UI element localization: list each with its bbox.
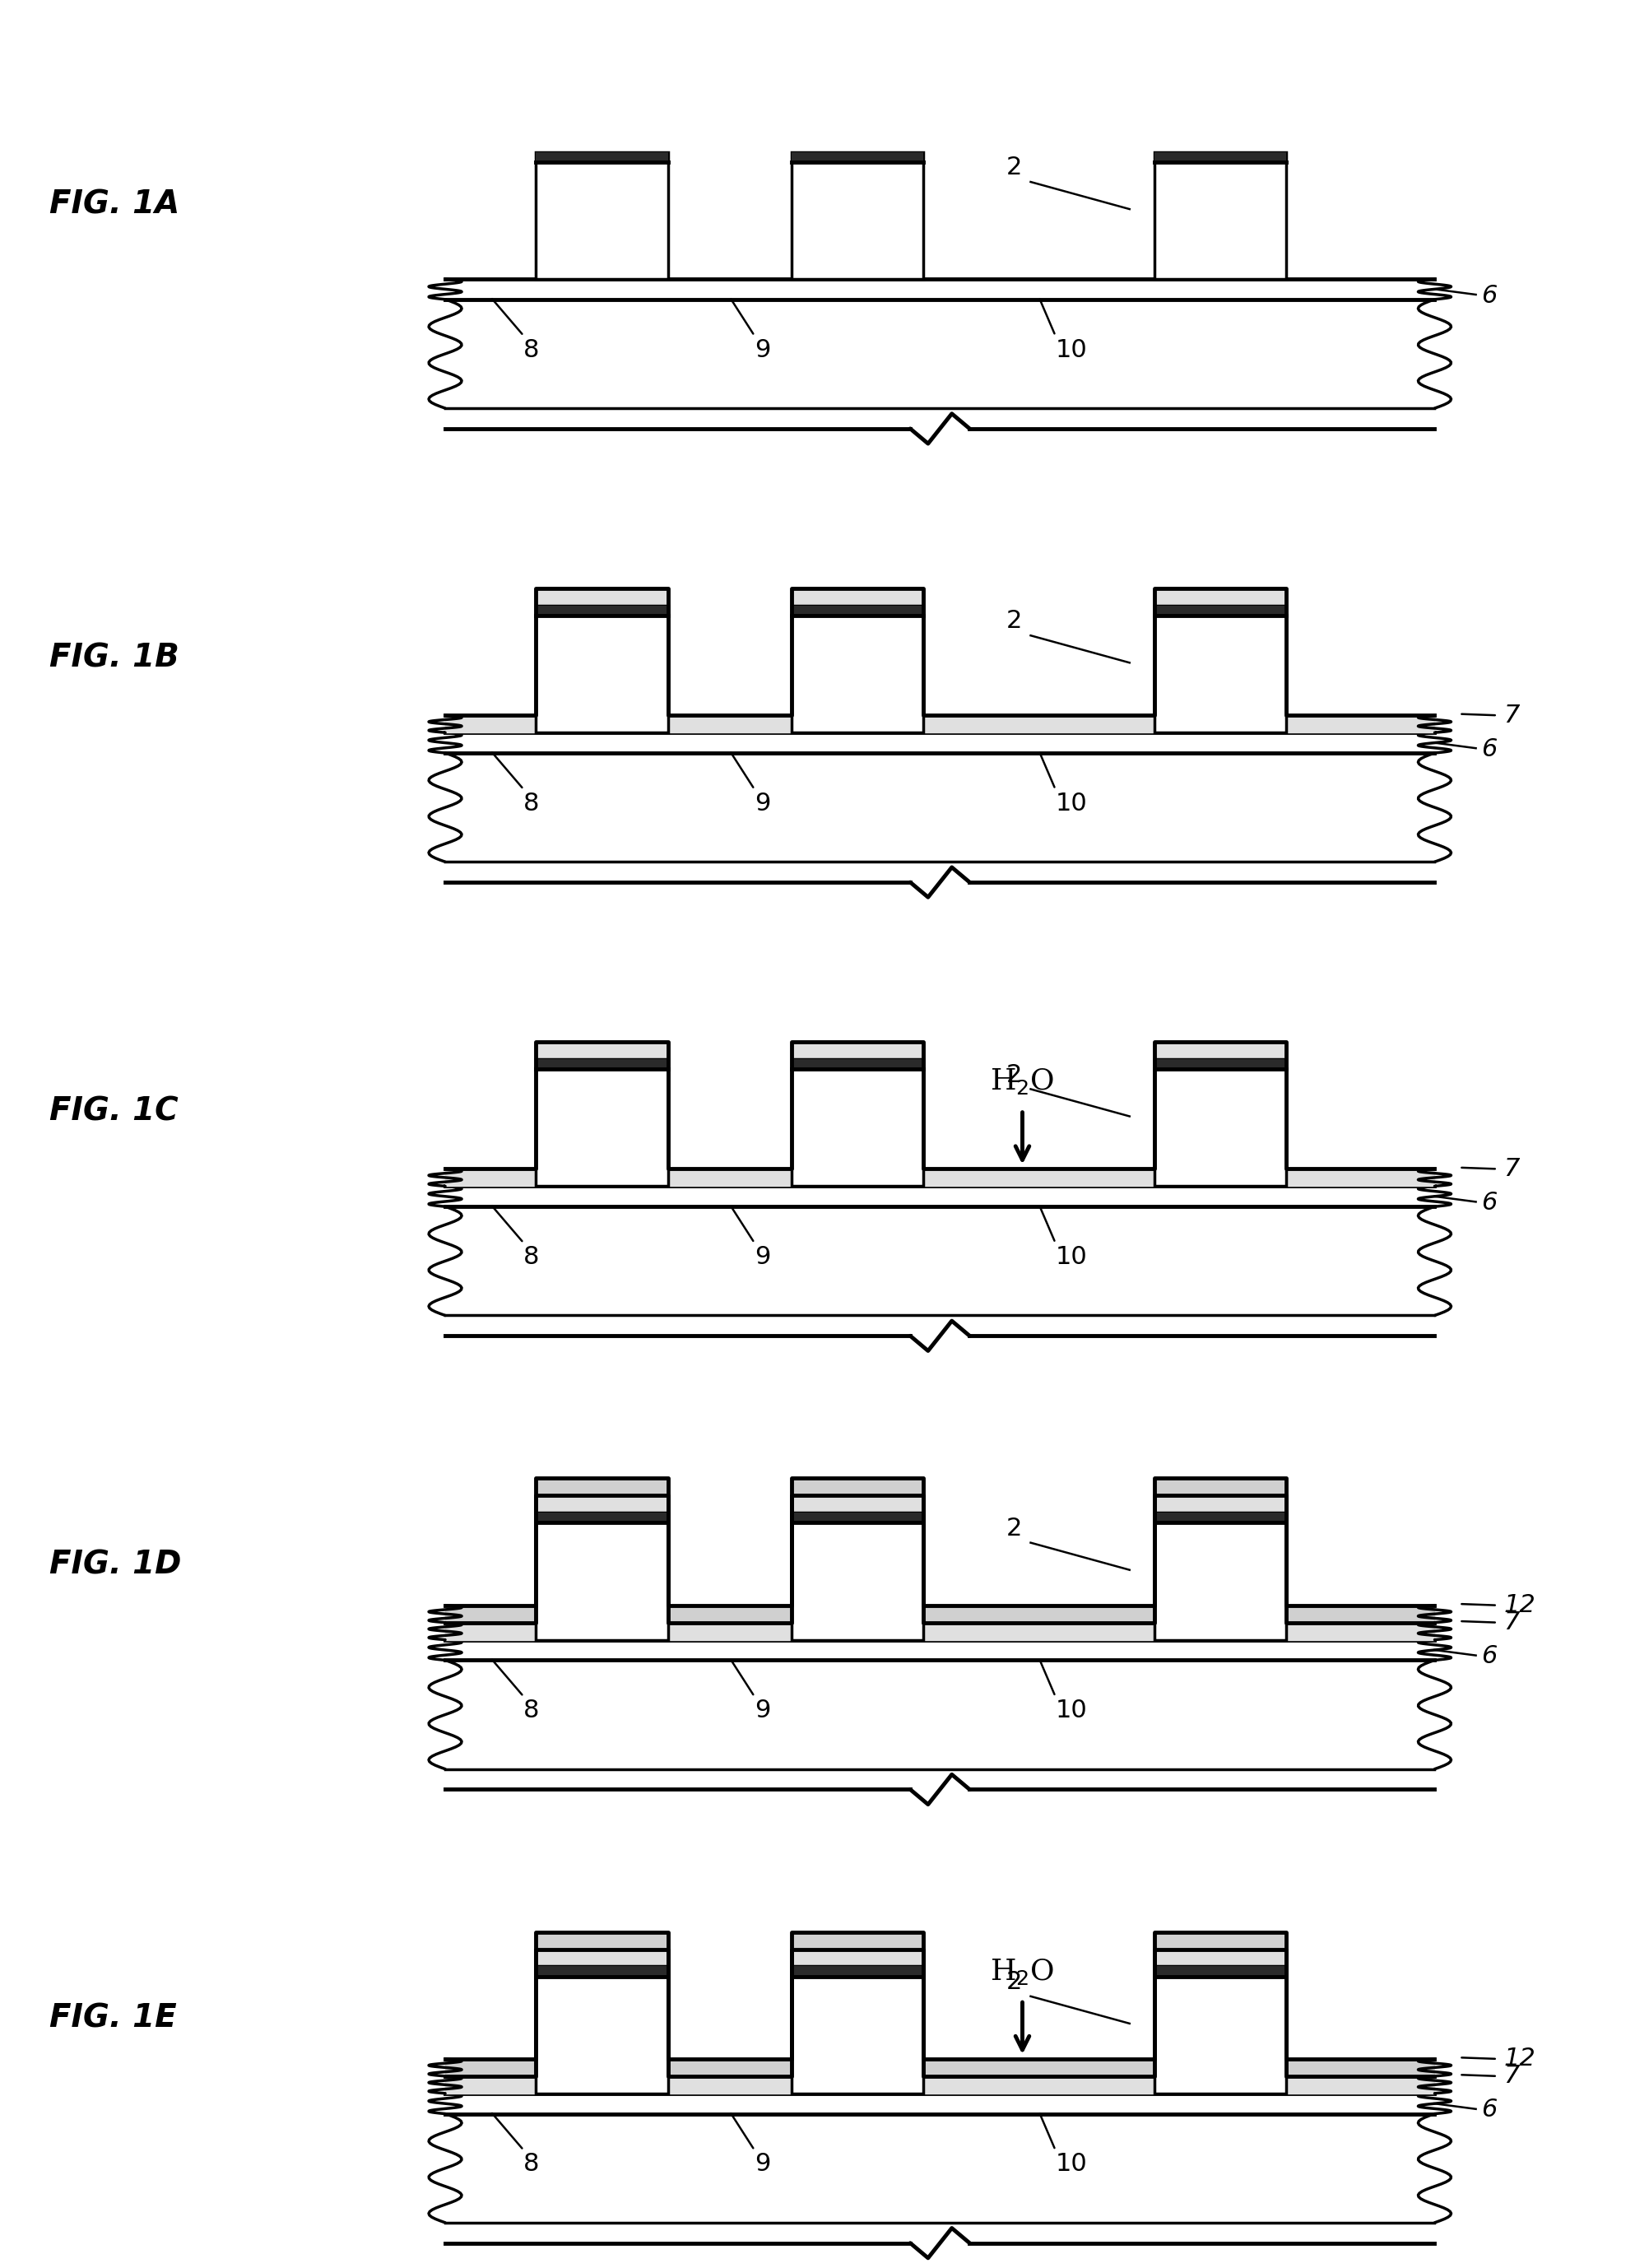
Text: 8: 8 <box>523 338 539 363</box>
Text: 9: 9 <box>754 1699 770 1724</box>
Bar <box>536 1513 668 1640</box>
Text: 2: 2 <box>1006 610 1022 633</box>
Bar <box>1154 606 1286 615</box>
Bar <box>536 1513 668 1522</box>
Bar <box>1154 1966 1286 2093</box>
Bar <box>1154 1513 1286 1640</box>
Bar <box>536 606 668 615</box>
Text: FIG. 1C: FIG. 1C <box>49 1095 178 1127</box>
Text: 9: 9 <box>754 2152 770 2177</box>
Text: 10: 10 <box>1055 1245 1087 1270</box>
Text: 2: 2 <box>1006 156 1022 179</box>
Bar <box>1154 1966 1286 1975</box>
Text: 7: 7 <box>1504 1610 1520 1635</box>
Text: 10: 10 <box>1055 338 1087 363</box>
Bar <box>792 1513 923 1640</box>
Text: 8: 8 <box>523 792 539 816</box>
Text: 8: 8 <box>523 1699 539 1724</box>
Text: 2: 2 <box>1006 1971 1022 1994</box>
Text: 8: 8 <box>523 2152 539 2177</box>
Bar <box>792 152 923 279</box>
Bar <box>792 1966 923 1975</box>
Bar <box>792 606 923 733</box>
Bar <box>792 152 923 161</box>
Text: 2: 2 <box>1006 1517 1022 1540</box>
Bar <box>1154 1513 1286 1522</box>
Text: 8: 8 <box>523 1245 539 1270</box>
Text: 6: 6 <box>1481 1191 1497 1216</box>
Bar <box>792 1513 923 1522</box>
Bar <box>1154 1059 1286 1186</box>
Bar <box>792 606 923 615</box>
Text: 6: 6 <box>1481 284 1497 308</box>
Text: 10: 10 <box>1055 792 1087 816</box>
Bar <box>1154 1059 1286 1068</box>
Text: 7: 7 <box>1504 2064 1520 2089</box>
Bar <box>536 606 668 733</box>
Bar <box>536 1966 668 2093</box>
Text: 6: 6 <box>1481 2098 1497 2123</box>
Text: 12: 12 <box>1504 1594 1535 1617</box>
Bar <box>1154 152 1286 279</box>
Bar <box>1154 152 1286 161</box>
Bar <box>792 1059 923 1068</box>
Text: FIG. 1B: FIG. 1B <box>49 642 180 674</box>
Bar <box>792 1966 923 2093</box>
Bar <box>536 1059 668 1068</box>
Text: 7: 7 <box>1504 1157 1520 1182</box>
Text: 9: 9 <box>754 792 770 816</box>
Text: 9: 9 <box>754 338 770 363</box>
Text: H$_2$O: H$_2$O <box>989 1066 1055 1095</box>
Bar <box>536 1059 668 1186</box>
Bar <box>1154 606 1286 733</box>
Bar <box>792 1059 923 1186</box>
Text: 6: 6 <box>1481 737 1497 762</box>
Text: FIG. 1D: FIG. 1D <box>49 1549 181 1581</box>
Text: H$_2$O: H$_2$O <box>989 1957 1055 1987</box>
Text: 9: 9 <box>754 1245 770 1270</box>
Bar <box>536 152 668 279</box>
Bar <box>536 152 668 161</box>
Text: 10: 10 <box>1055 1699 1087 1724</box>
Text: FIG. 1A: FIG. 1A <box>49 188 180 220</box>
Text: 10: 10 <box>1055 2152 1087 2177</box>
Text: 6: 6 <box>1481 1644 1497 1669</box>
Text: FIG. 1E: FIG. 1E <box>49 2003 176 2034</box>
Text: 7: 7 <box>1504 703 1520 728</box>
Text: 12: 12 <box>1504 2048 1535 2071</box>
Bar <box>536 1966 668 1975</box>
Text: 2: 2 <box>1006 1064 1022 1086</box>
